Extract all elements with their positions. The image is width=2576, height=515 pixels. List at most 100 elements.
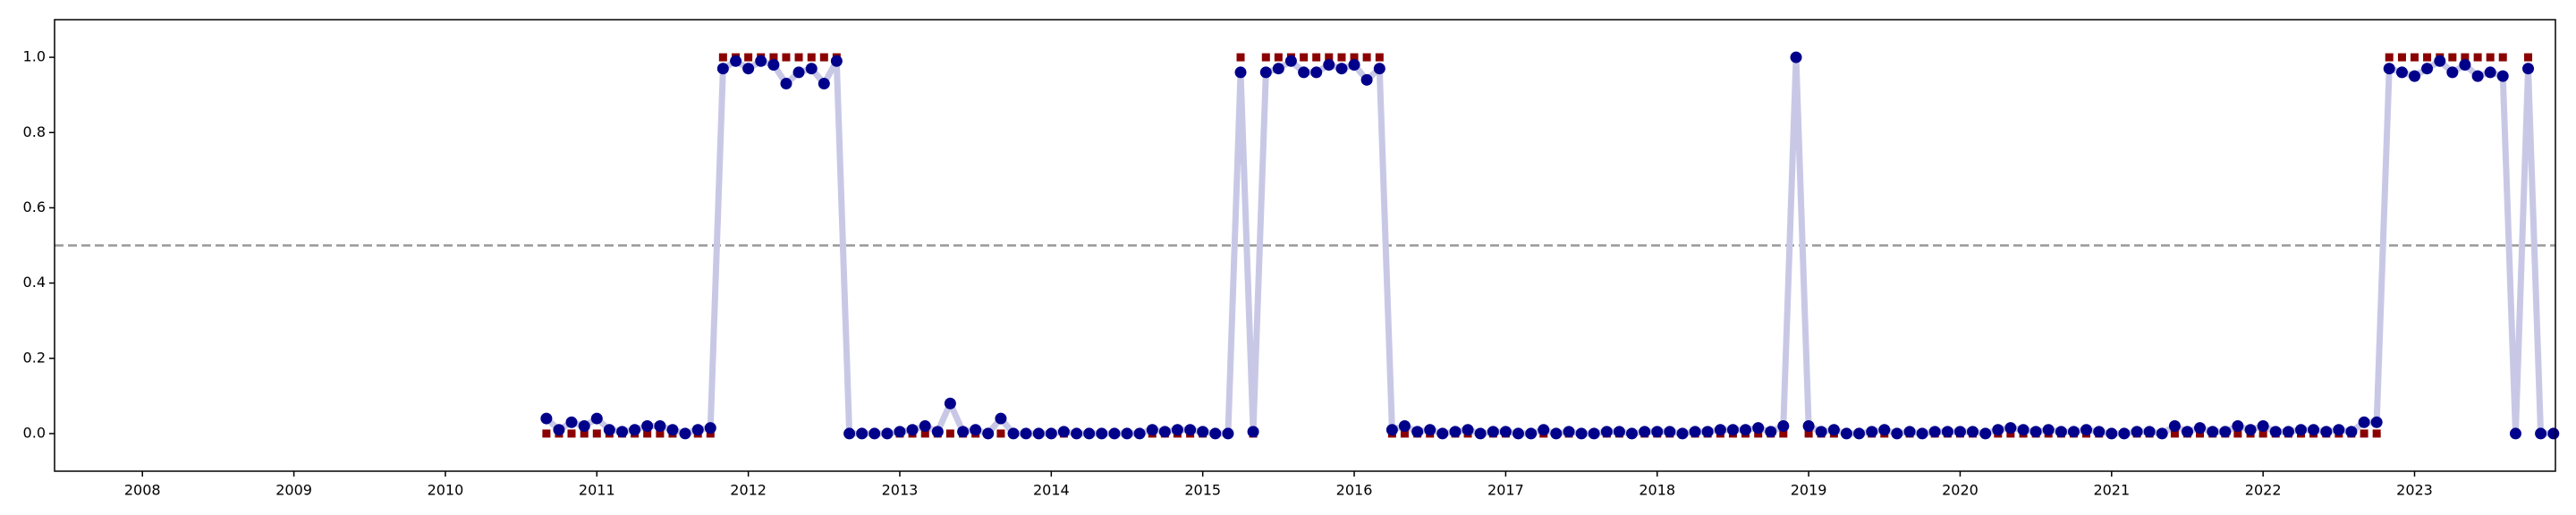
probability-dot bbox=[1045, 427, 1057, 440]
probability-dot bbox=[1689, 426, 1701, 438]
x-tick-label: 2014 bbox=[1033, 482, 1070, 499]
probability-dot bbox=[2143, 426, 2156, 438]
label-marker bbox=[1362, 53, 1371, 62]
probability-dot bbox=[1032, 427, 1045, 440]
probability-dot bbox=[1247, 426, 1259, 438]
label-marker bbox=[643, 429, 652, 438]
plot-frame bbox=[54, 19, 2556, 472]
probability-dot bbox=[1222, 427, 1234, 440]
probability-dot bbox=[2434, 55, 2446, 67]
probability-dot bbox=[1298, 66, 1310, 79]
label-marker bbox=[1337, 53, 1346, 62]
probability-dot bbox=[1550, 427, 1563, 440]
probability-dot bbox=[843, 427, 856, 440]
probability-dot bbox=[641, 420, 654, 432]
probability-dot bbox=[830, 55, 843, 67]
probability-dot bbox=[1664, 426, 1676, 438]
label-marker bbox=[2258, 429, 2267, 438]
probability-dot bbox=[767, 59, 780, 71]
probability-dot bbox=[2106, 427, 2118, 440]
probability-dot bbox=[578, 420, 590, 432]
probability-dot bbox=[1512, 427, 1524, 440]
probability-dot bbox=[1979, 427, 1992, 440]
y-tick-label: 0.4 bbox=[23, 274, 46, 291]
probability-dot bbox=[1360, 73, 1373, 86]
probability-dot bbox=[629, 424, 641, 436]
probability-dot bbox=[1348, 59, 1360, 71]
probability-dot bbox=[1916, 427, 1928, 440]
probability-dot bbox=[818, 78, 830, 90]
x-tick-label: 2018 bbox=[1639, 482, 1675, 499]
probability-dot bbox=[1941, 426, 1953, 438]
probability-dot bbox=[1714, 424, 1726, 436]
probability-dot bbox=[2067, 426, 2080, 438]
probability-dot bbox=[1158, 426, 1171, 438]
probability-dot bbox=[2484, 66, 2496, 79]
probability-dot bbox=[1752, 422, 1765, 435]
probability-dot bbox=[666, 424, 679, 436]
probability-dot bbox=[1726, 424, 1739, 436]
probability-dot bbox=[2471, 70, 2484, 82]
probability-dot bbox=[1234, 66, 1247, 79]
probability-dot bbox=[1625, 427, 1638, 440]
probability-dot bbox=[931, 426, 944, 438]
probability-dot bbox=[1272, 63, 1284, 75]
probability-dot bbox=[2269, 426, 2282, 438]
probability-dot bbox=[1852, 427, 1865, 440]
x-tick-label: 2009 bbox=[275, 482, 312, 499]
probability-dot bbox=[1209, 427, 1222, 440]
probability-dot bbox=[780, 78, 792, 90]
probability-dot bbox=[2345, 426, 2358, 438]
probability-dot bbox=[1928, 426, 1941, 438]
probability-dot bbox=[691, 424, 704, 436]
probability-dot bbox=[1462, 424, 1474, 436]
probability-dot bbox=[2383, 63, 2395, 75]
x-tick-label: 2011 bbox=[579, 482, 615, 499]
probability-dot bbox=[1083, 427, 1096, 440]
label-marker bbox=[2397, 53, 2406, 62]
probability-dot bbox=[2207, 426, 2219, 438]
probability-dot bbox=[1600, 426, 1613, 438]
label-marker bbox=[1300, 53, 1309, 62]
probability-dot bbox=[792, 66, 805, 79]
probability-dot bbox=[1967, 426, 1979, 438]
probability-dot bbox=[679, 427, 691, 440]
probability-dot bbox=[1184, 424, 1197, 436]
probability-dot bbox=[1171, 424, 1183, 436]
probability-dot bbox=[2042, 424, 2055, 436]
probability-dot bbox=[1878, 424, 1891, 436]
y-tick-label: 0.2 bbox=[23, 349, 46, 366]
probability-dot bbox=[2118, 427, 2131, 440]
label-marker bbox=[2360, 429, 2368, 438]
probability-dot bbox=[2219, 426, 2232, 438]
probability-dot bbox=[1373, 63, 1385, 75]
probability-dot bbox=[856, 427, 869, 440]
label-marker bbox=[1325, 53, 1334, 62]
label-marker bbox=[782, 53, 791, 62]
probability-dot bbox=[1197, 426, 1209, 438]
probability-dot bbox=[2370, 416, 2383, 428]
label-marker bbox=[996, 429, 1005, 438]
probability-dot bbox=[1474, 427, 1487, 440]
probability-dot bbox=[2257, 420, 2269, 432]
probability-dot bbox=[1525, 427, 1538, 440]
label-marker bbox=[2473, 53, 2482, 62]
probability-dot bbox=[894, 426, 906, 438]
probability-dot bbox=[1538, 424, 1550, 436]
probability-dot bbox=[1310, 66, 1323, 79]
label-marker bbox=[580, 429, 589, 438]
probability-dot bbox=[1992, 424, 2004, 436]
probability-dot bbox=[730, 55, 742, 67]
y-tick-label: 0.6 bbox=[23, 198, 46, 215]
probability-dot bbox=[2131, 426, 2143, 438]
probability-dot bbox=[1499, 426, 1512, 438]
probability-dot bbox=[1487, 426, 1499, 438]
probability-dot bbox=[1108, 427, 1121, 440]
probability-dot bbox=[1891, 427, 1903, 440]
probability-dot bbox=[590, 412, 603, 425]
label-marker bbox=[2448, 53, 2457, 62]
label-marker bbox=[1261, 53, 1270, 62]
probability-dot bbox=[755, 55, 767, 67]
probability-dot bbox=[2282, 426, 2294, 438]
probability-dot bbox=[2194, 422, 2207, 435]
